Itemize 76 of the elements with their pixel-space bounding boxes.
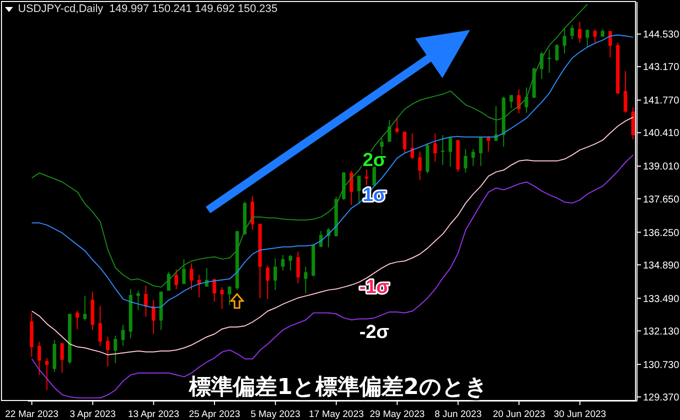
- candlestick: [182, 258, 186, 284]
- candlestick: [624, 70, 628, 114]
- candlestick: [250, 195, 254, 230]
- candlestick: [388, 120, 392, 142]
- candlestick: [190, 262, 194, 290]
- candlestick: [152, 299, 156, 334]
- y-tick-label: 144.530: [643, 30, 680, 41]
- y-tick-label: 140.410: [643, 128, 680, 140]
- candlestick: [578, 21, 582, 44]
- y-tick-label: 134.890: [643, 260, 680, 272]
- series-label: 1σ: [362, 185, 386, 206]
- candlestick: [471, 148, 475, 166]
- candlestick: [83, 295, 87, 322]
- series-label: -2σ: [359, 322, 390, 343]
- y-tick-label: 137.650: [643, 194, 680, 206]
- candlestick: [98, 305, 102, 346]
- candlestick: [509, 94, 513, 109]
- candlestick: [228, 286, 232, 306]
- series-label: -1σ: [359, 276, 390, 298]
- x-tick-label: 8 Jun 2023: [434, 409, 482, 420]
- chart-title: USDJPY-cd,Daily 149.997 150.241 149.692 150.235: [18, 3, 278, 15]
- candlestick: [266, 265, 270, 300]
- x-tick-label: 29 May 2023: [370, 409, 425, 420]
- y-tick-label: 129.370: [643, 392, 680, 404]
- candlestick: [60, 342, 64, 374]
- y-tick-label: 141.770: [643, 96, 680, 107]
- x-tick-label: 20 Jun 2023: [492, 409, 546, 420]
- candlestick: [464, 148, 468, 174]
- candlestick: [402, 131, 406, 154]
- candlestick: [586, 28, 590, 48]
- candlestick: [608, 30, 612, 58]
- candlestick: [106, 336, 110, 368]
- candlestick: [76, 310, 80, 330]
- candlestick: [593, 28, 597, 44]
- candlestick: [212, 278, 216, 302]
- y-tick-label: 143.170: [643, 62, 680, 74]
- candlestick: [418, 151, 422, 181]
- candlestick: [479, 136, 483, 166]
- candlestick: [448, 136, 452, 168]
- candlestick: [364, 168, 368, 186]
- candlestick: [350, 170, 354, 206]
- candlestick: [433, 132, 437, 162]
- x-tick-label: 13 Apr 2023: [128, 409, 180, 420]
- y-tick-label: 136.250: [643, 228, 680, 239]
- candlestick: [281, 254, 285, 272]
- candlestick: [273, 258, 277, 290]
- y-tick-label: 139.010: [643, 162, 680, 173]
- candlestick: [288, 254, 292, 272]
- candlestick: [631, 106, 635, 140]
- candlestick: [357, 175, 361, 204]
- line-series: [31, 154, 634, 398]
- y-tick-label: 130.730: [643, 360, 680, 371]
- candlestick: [174, 268, 178, 290]
- candlestick: [144, 285, 148, 318]
- x-tick-label: 5 May 2023: [250, 409, 300, 420]
- candlestick: [38, 341, 42, 376]
- x-tick-label: 22 Mar 2023: [5, 409, 58, 420]
- y-tick-label: 132.130: [643, 326, 680, 338]
- y-tick-label: 133.490: [643, 294, 680, 305]
- candlestick: [440, 134, 444, 166]
- candlestick: [486, 136, 490, 152]
- candlestick: [304, 266, 308, 294]
- candlestick: [562, 28, 566, 54]
- x-tick-label: 25 Apr 2023: [188, 409, 240, 420]
- candlestick: [570, 24, 574, 40]
- x-tick-label: 3 Apr 2023: [70, 409, 116, 420]
- candlestick: [296, 251, 300, 284]
- x-tick-label: 17 May 2023: [308, 409, 364, 420]
- candlestick: [114, 335, 118, 364]
- candlestick: [136, 290, 140, 311]
- x-tick-label: 30 Jun 2023: [554, 409, 606, 420]
- candlestick: [555, 44, 559, 62]
- candlestick: [220, 286, 224, 310]
- candlestick: [121, 324, 125, 346]
- annotation: 標準偏差1と標準偏差2のとき: [189, 375, 488, 400]
- candlestick: [45, 357, 49, 390]
